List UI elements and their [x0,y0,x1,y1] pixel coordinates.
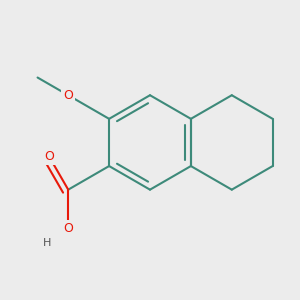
Text: O: O [63,89,73,102]
Text: H: H [43,238,51,248]
Text: O: O [63,222,73,235]
Text: O: O [44,150,54,163]
